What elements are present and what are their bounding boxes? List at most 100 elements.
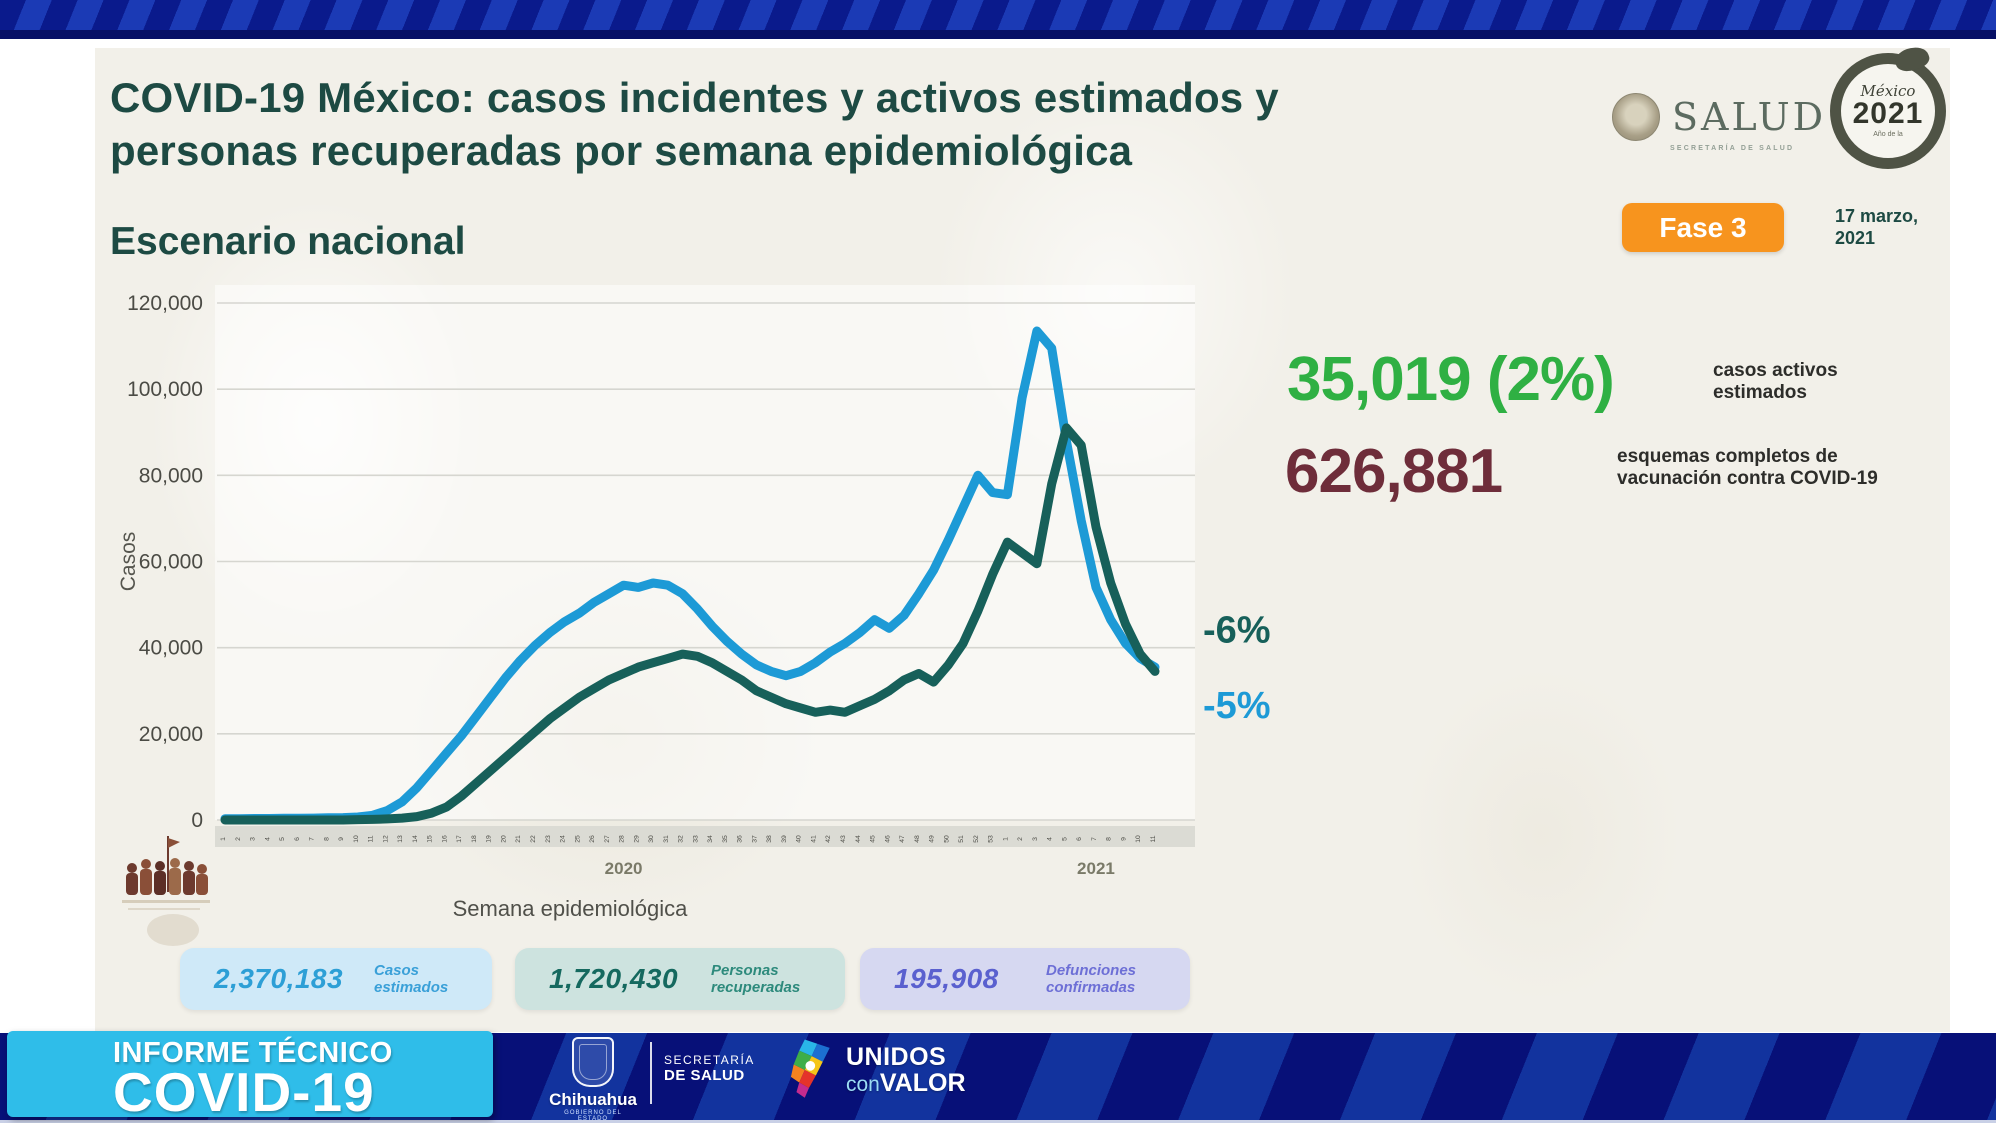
top-stripe-banner — [0, 0, 1996, 39]
footer-divider — [650, 1042, 652, 1104]
salud-wordmark: SALUD — [1672, 95, 1827, 139]
svg-text:52: 52 — [973, 835, 980, 843]
svg-text:15: 15 — [427, 835, 434, 843]
svg-text:29: 29 — [633, 835, 640, 843]
recovered-label: Personas recuperadas — [711, 961, 801, 996]
svg-text:25: 25 — [574, 835, 581, 843]
con-word: con — [846, 1073, 880, 1096]
svg-text:18: 18 — [471, 835, 478, 843]
mexico-2021-badge: México 2021 Año de la — [1830, 53, 1946, 169]
svg-text:Casos: Casos — [117, 532, 140, 592]
svg-text:2021: 2021 — [1077, 859, 1115, 878]
svg-text:5: 5 — [279, 837, 286, 841]
active-cases-value: 35,019 (2%) — [1287, 345, 1615, 414]
svg-text:5: 5 — [1061, 837, 1068, 841]
svg-text:2020: 2020 — [605, 859, 643, 878]
svg-text:32: 32 — [678, 835, 685, 843]
vaccination-value: 626,881 — [1285, 437, 1503, 506]
svg-text:3: 3 — [250, 837, 257, 841]
svg-text:9: 9 — [338, 837, 345, 841]
svg-text:1: 1 — [220, 837, 227, 841]
svg-text:2: 2 — [1017, 837, 1024, 841]
chihuahua-subtitle: GOBIERNO DEL ESTADO — [564, 1110, 622, 1122]
svg-text:-6%: -6% — [1203, 609, 1271, 651]
svg-text:38: 38 — [766, 835, 773, 843]
badge-subtext: Año de la — [1873, 131, 1903, 138]
svg-text:10: 10 — [1135, 835, 1142, 843]
svg-text:26: 26 — [589, 835, 596, 843]
svg-text:46: 46 — [884, 835, 891, 843]
chart-svg: 0 20,000 40,000 60,000 80,000 100,000 120,000 C… — [117, 285, 1271, 921]
svg-text:16: 16 — [441, 835, 448, 843]
svg-text:6: 6 — [294, 837, 301, 841]
svg-text:10: 10 — [353, 835, 360, 843]
svg-text:21: 21 — [515, 835, 522, 843]
chihuahua-name: Chihuahua — [549, 1090, 637, 1109]
salud-logo: SALUD SECRETARÍA DE SALUD — [1612, 93, 1902, 152]
svg-text:40,000: 40,000 — [139, 637, 203, 660]
secretaria-line2: DE SALUD — [664, 1067, 745, 1084]
slide-body: COVID-19 México: casos incidentes y acti… — [95, 48, 1950, 1032]
summary-box-recovered: 1,720,430 Personas recuperadas — [515, 948, 845, 1010]
svg-text:120,000: 120,000 — [127, 292, 203, 315]
summary-box-estimated-cases: 2,370,183 Casos estimados — [180, 948, 492, 1010]
title-line1: COVID-19 México: casos incidentes y acti… — [110, 74, 1279, 121]
covid19-text: COVID-19 — [113, 1061, 375, 1123]
svg-text:60,000: 60,000 — [139, 551, 203, 574]
svg-text:53: 53 — [988, 835, 995, 843]
svg-text:24: 24 — [560, 835, 567, 843]
svg-text:100,000: 100,000 — [127, 378, 203, 401]
svg-text:8: 8 — [1106, 837, 1113, 841]
svg-text:22: 22 — [530, 835, 537, 843]
secretaria-line1: SECRETARÍA — [664, 1053, 755, 1067]
svg-text:37: 37 — [751, 835, 758, 843]
salud-caption: SECRETARÍA DE SALUD — [1670, 145, 1795, 152]
svg-text:1: 1 — [1002, 837, 1009, 841]
svg-text:80,000: 80,000 — [139, 464, 203, 487]
report-date-line1: 17 marzo, — [1835, 206, 1919, 226]
badge-mexico-text: México — [1860, 82, 1916, 100]
svg-text:36: 36 — [737, 835, 744, 843]
svg-text:13: 13 — [397, 835, 404, 843]
svg-text:6: 6 — [1076, 837, 1083, 841]
svg-text:4: 4 — [1047, 837, 1054, 841]
svg-text:20,000: 20,000 — [139, 723, 203, 746]
svg-text:7: 7 — [309, 837, 316, 841]
svg-text:47: 47 — [899, 835, 906, 843]
deaths-value: 195,908 — [894, 963, 999, 994]
svg-text:3: 3 — [1032, 837, 1039, 841]
svg-text:23: 23 — [545, 835, 552, 843]
svg-text:8: 8 — [323, 837, 330, 841]
unidos-word: UNIDOS — [846, 1042, 947, 1071]
svg-text:40: 40 — [796, 835, 803, 843]
svg-text:41: 41 — [810, 835, 817, 843]
svg-text:42: 42 — [825, 835, 832, 843]
svg-text:Semana epidemiológica: Semana epidemiológica — [453, 896, 689, 921]
svg-text:7: 7 — [1091, 837, 1098, 841]
svg-text:14: 14 — [412, 835, 419, 843]
svg-text:0: 0 — [191, 809, 203, 832]
svg-text:-5%: -5% — [1203, 685, 1271, 727]
estimated-cases-label: Casos estimados — [374, 961, 449, 996]
recovered-value: 1,720,430 — [549, 963, 679, 994]
svg-text:17: 17 — [456, 835, 463, 843]
svg-text:34: 34 — [707, 835, 714, 843]
svg-text:4: 4 — [264, 837, 271, 841]
report-date-line2: 2021 — [1835, 227, 1876, 248]
fase-3-badge: Fase 3 — [1622, 203, 1784, 252]
svg-text:9: 9 — [1120, 837, 1127, 841]
svg-text:19: 19 — [486, 835, 493, 843]
page-title: COVID-19 México: casos incidentes y acti… — [110, 72, 1279, 178]
svg-text:45: 45 — [870, 835, 877, 843]
svg-text:31: 31 — [663, 835, 670, 843]
badge-year-text: 2021 — [1852, 97, 1924, 130]
secretaria-salud-text: SECRETARÍA DE SALUD — [664, 1053, 755, 1084]
chihuahua-map-icon — [790, 1039, 830, 1098]
svg-text:43: 43 — [840, 835, 847, 843]
vaccination-label: esquemas completos de vacunación contra … — [1617, 446, 1878, 490]
svg-text:2: 2 — [235, 837, 242, 841]
svg-text:30: 30 — [648, 835, 655, 843]
informe-tecnico-text: INFORME TÉCNICO — [113, 1037, 393, 1069]
deaths-label: Defunciones confirmadas — [1046, 961, 1137, 996]
svg-text:39: 39 — [781, 835, 788, 843]
